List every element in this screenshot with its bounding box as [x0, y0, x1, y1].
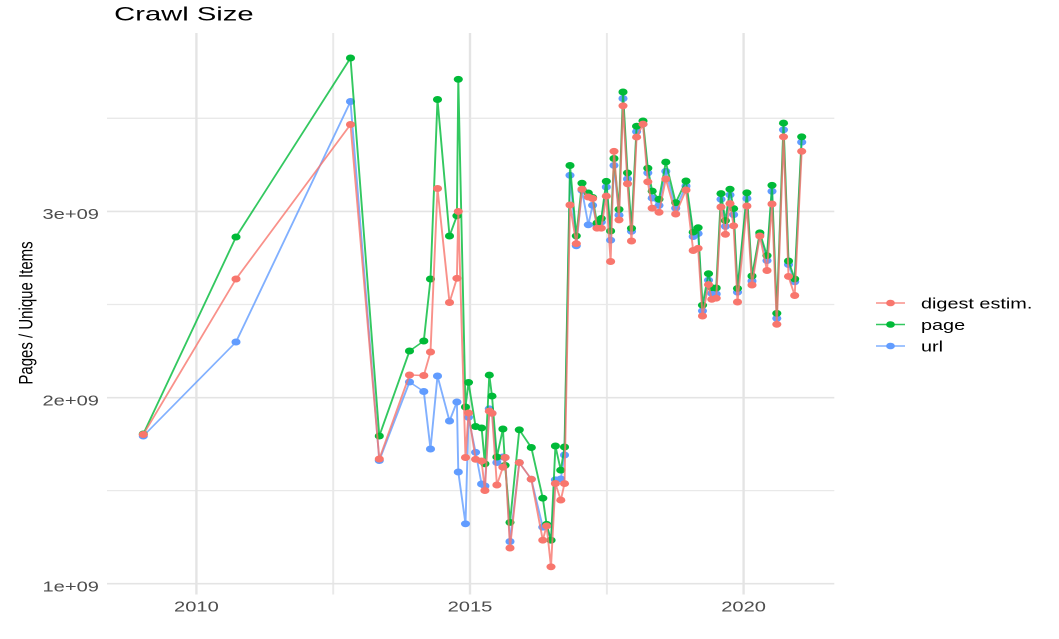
svg-text:2020: 2020	[721, 598, 766, 615]
svg-text:1e+09: 1e+09	[42, 578, 99, 595]
svg-text:2015: 2015	[448, 598, 493, 615]
svg-text:url: url	[921, 338, 943, 355]
svg-text:2010: 2010	[174, 598, 219, 615]
svg-text:Crawl Size: Crawl Size	[114, 3, 253, 24]
svg-text:Pages / Unique Items: Pages / Unique Items	[14, 241, 37, 384]
svg-text:3e+09: 3e+09	[42, 205, 99, 222]
svg-text:digest estim.: digest estim.	[921, 295, 1032, 312]
svg-text:page: page	[921, 316, 965, 333]
svg-text:2e+09: 2e+09	[42, 392, 99, 409]
